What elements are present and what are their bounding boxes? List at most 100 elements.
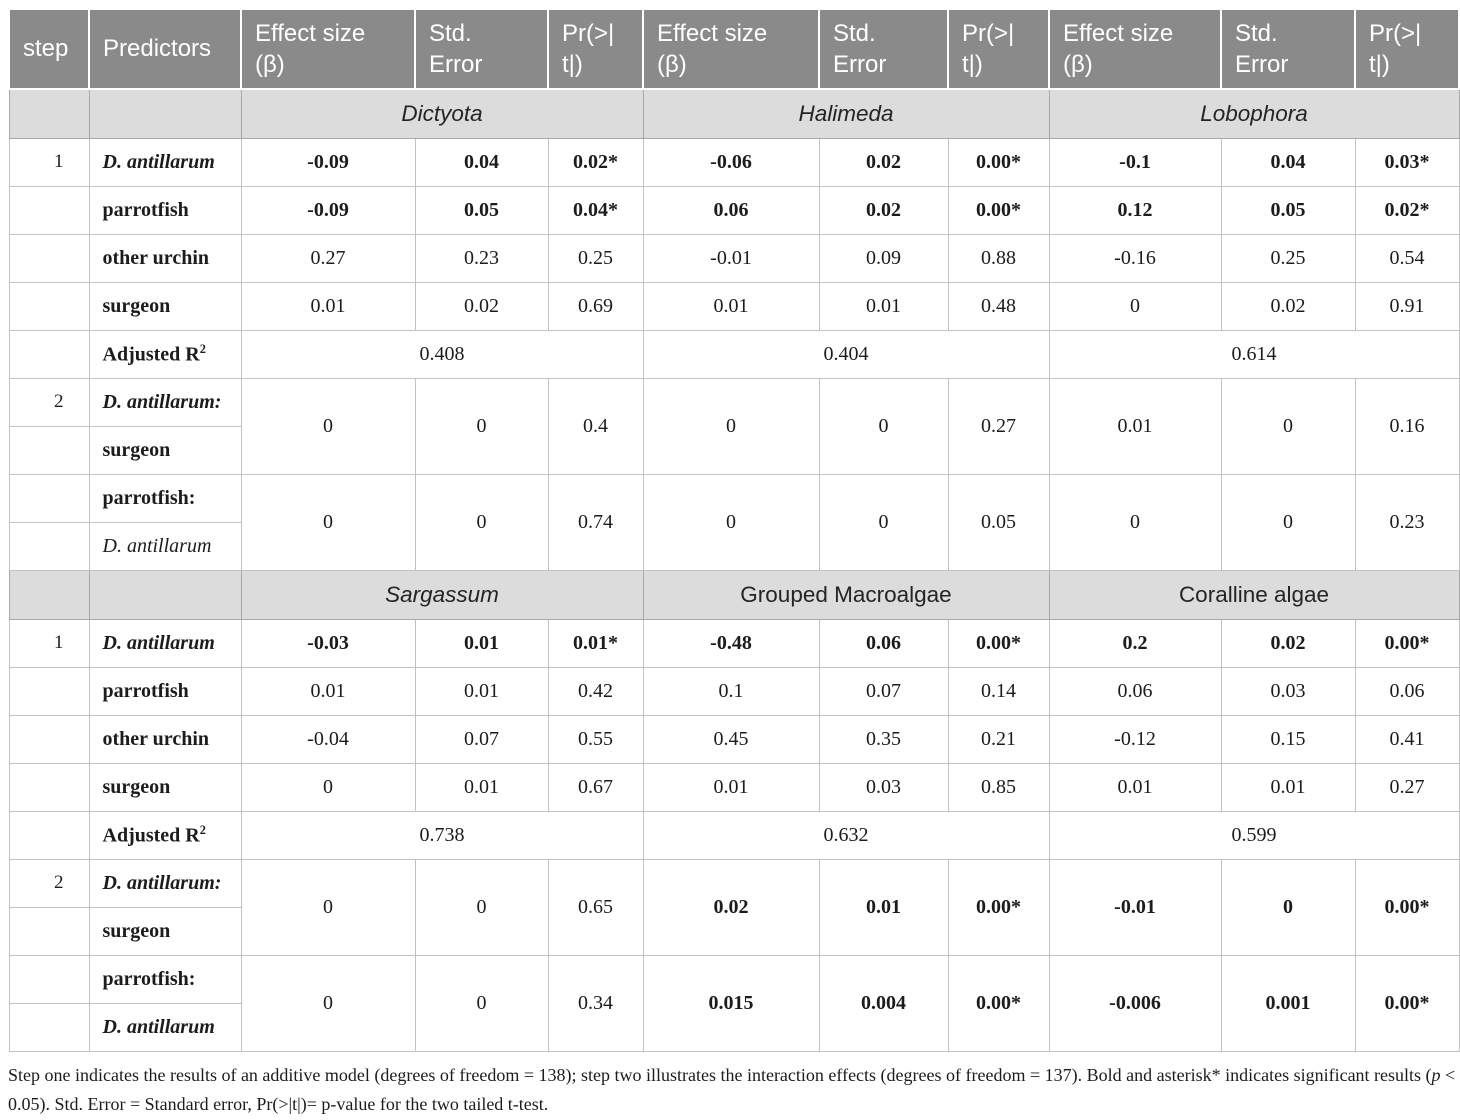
predictor-cell: D. antillarum: [88, 377, 242, 427]
value-cell: 0.01 [642, 281, 820, 331]
adjusted-r2-row: Adjusted R2 0.408 0.404 0.614 [8, 329, 1460, 379]
value-cell: 0 [414, 954, 549, 1052]
value-cell: 0.00* [947, 858, 1050, 956]
step-cell [8, 473, 90, 523]
value-cell: 0 [240, 954, 416, 1052]
value-cell: 0.02 [818, 185, 949, 235]
predictor-cell: parrotfish [88, 666, 242, 716]
value-cell: 0.74 [547, 473, 644, 571]
interaction-row-second-line: D. antillarum [8, 521, 1459, 571]
step-cell [8, 666, 90, 716]
step-cell [8, 185, 90, 235]
value-cell: 0 [642, 473, 820, 571]
step-cell [8, 762, 90, 812]
value-cell: -0.09 [240, 137, 416, 187]
value-cell: 0 [1220, 473, 1356, 571]
adjusted-r2-label: Adjusted R [102, 343, 200, 366]
value-cell: 0.738 [240, 810, 644, 860]
col-header-effect-size-2: Effect size (β) [642, 8, 820, 90]
value-cell: 0.06 [818, 618, 949, 668]
value-cell: 0.12 [1048, 185, 1222, 235]
value-cell: 0.27 [947, 377, 1050, 475]
predictor-cell: D. antillarum [88, 1002, 242, 1052]
value-cell: 0.07 [414, 714, 549, 764]
footnote-italic-p: p [1431, 1064, 1441, 1085]
value-cell: 0 [642, 377, 820, 475]
value-cell: 0.23 [414, 233, 549, 283]
value-cell: -0.04 [240, 714, 416, 764]
value-cell: 0.599 [1048, 810, 1460, 860]
interaction-row: parrotfish: 0 0 0.74 0 0 0.05 0 0 0.23 [8, 473, 1460, 571]
value-cell: 0 [1220, 377, 1356, 475]
value-cell: 0.48 [947, 281, 1050, 331]
value-cell: 0.00* [947, 954, 1050, 1052]
group-label-lobophora: Lobophora [1048, 88, 1460, 139]
value-cell: 0.88 [947, 233, 1050, 283]
value-cell: -0.16 [1048, 233, 1222, 283]
col-header-predictors: Predictors [88, 8, 242, 90]
value-cell: -0.1 [1048, 137, 1222, 187]
value-cell: 0.001 [1220, 954, 1356, 1052]
table-row: 1 D. antillarum -0.03 0.01 0.01* -0.48 0… [8, 618, 1460, 668]
predictor-cell: surgeon [88, 762, 242, 812]
value-cell: 0.14 [947, 666, 1050, 716]
group-label-sargassum: Sargassum [240, 569, 644, 620]
step-cell: 1 [8, 137, 90, 187]
predictor-cell: surgeon [88, 906, 242, 956]
value-cell: 0.67 [547, 762, 644, 812]
value-cell: 0.69 [547, 281, 644, 331]
table-row: other urchin -0.04 0.07 0.55 0.45 0.35 0… [8, 714, 1460, 764]
value-cell: 0.41 [1354, 714, 1460, 764]
value-cell: 0.00* [947, 618, 1050, 668]
step-cell: 2 [8, 858, 90, 908]
value-cell: 0.614 [1048, 329, 1460, 379]
step-cell: 2 [8, 377, 90, 427]
value-cell: 0.02* [1354, 185, 1460, 235]
value-cell: 0.01 [240, 666, 416, 716]
group-band-row-1: Dictyota Halimeda Lobophora [8, 88, 1460, 139]
interaction-row: 2 D. antillarum: 0 0 0.65 0.02 0.01 0.00… [8, 858, 1460, 956]
value-cell: 0.01 [818, 281, 949, 331]
header-row: step Predictors Effect size (β) Std. Err… [8, 8, 1460, 90]
predictor-cell: other urchin [88, 714, 242, 764]
value-cell: 0.42 [547, 666, 644, 716]
value-cell: 0.06 [1354, 666, 1460, 716]
empty-cell [88, 569, 242, 620]
value-cell: 0.015 [642, 954, 820, 1052]
value-cell: 0 [240, 473, 416, 571]
step-cell [8, 281, 90, 331]
superscript-2: 2 [199, 822, 206, 837]
predictor-cell: D. antillarum [88, 137, 242, 187]
col-header-std-error-3: Std. Error [1220, 8, 1356, 90]
footnote-text-part2: < 0.05). Std. Error = Standard error, Pr… [8, 1064, 1456, 1115]
adjusted-r2-label: Adjusted R [102, 824, 200, 847]
group-label-grouped-macroalgae: Grouped Macroalgae [642, 569, 1050, 620]
group-band-row-2: Sargassum Grouped Macroalgae Coralline a… [8, 569, 1460, 620]
value-cell: 0.23 [1354, 473, 1460, 571]
value-cell: 0.03 [818, 762, 949, 812]
value-cell: 0.04* [547, 185, 644, 235]
value-cell: 0.01 [642, 762, 820, 812]
col-header-effect-size-3: Effect size (β) [1048, 8, 1222, 90]
value-cell: 0.02 [414, 281, 549, 331]
value-cell: -0.01 [642, 233, 820, 283]
value-cell: 0.05 [947, 473, 1050, 571]
value-cell: 0.00* [1354, 858, 1460, 956]
table-row: parrotfish 0.01 0.01 0.42 0.1 0.07 0.14 … [8, 666, 1460, 716]
value-cell: 0.01* [547, 618, 644, 668]
predictor-cell: surgeon [88, 281, 242, 331]
interaction-row-second-line: D. antillarum [8, 1002, 1459, 1052]
table-row: surgeon 0.01 0.02 0.69 0.01 0.01 0.48 0 … [8, 281, 1460, 331]
value-cell: 0.35 [818, 714, 949, 764]
col-header-step: step [8, 8, 90, 90]
predictor-cell: D. antillarum [88, 521, 242, 571]
value-cell: 0 [818, 377, 949, 475]
value-cell: -0.06 [642, 137, 820, 187]
value-cell: 0.632 [642, 810, 1050, 860]
value-cell: 0.1 [642, 666, 820, 716]
value-cell: 0.00* [1354, 618, 1460, 668]
value-cell: 0.00* [947, 185, 1050, 235]
value-cell: -0.03 [240, 618, 416, 668]
value-cell: 0.01 [240, 281, 416, 331]
